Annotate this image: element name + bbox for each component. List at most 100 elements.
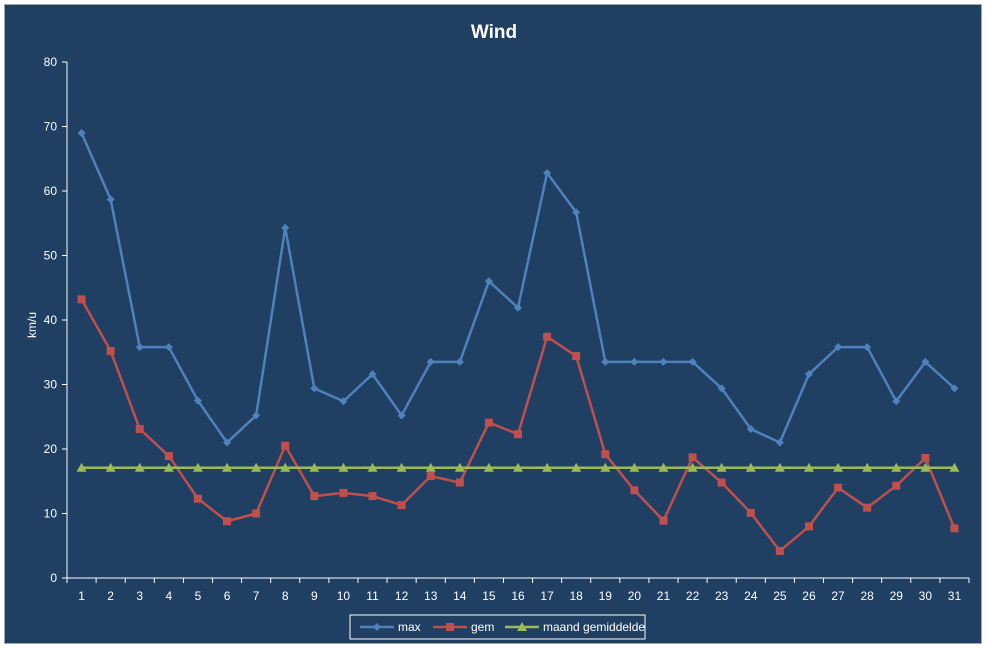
data-point: [426, 357, 435, 366]
data-point: [746, 425, 755, 434]
x-tick-label: 6: [224, 589, 231, 603]
data-point: [281, 441, 290, 450]
x-tick-label: 3: [136, 589, 143, 603]
data-point: [310, 492, 319, 501]
y-tick-label: 20: [44, 442, 58, 456]
data-point: [920, 462, 931, 472]
data-point: [775, 438, 784, 447]
data-point: [601, 450, 610, 459]
data-point: [222, 462, 233, 472]
data-point: [863, 343, 872, 352]
data-point: [600, 462, 611, 472]
data-point: [135, 343, 144, 352]
legend-entry-1: gem: [433, 620, 494, 634]
data-point: [223, 517, 232, 526]
y-tick-label: 50: [44, 249, 58, 263]
data-point: [134, 462, 145, 472]
series-line: [80, 132, 956, 444]
data-point: [252, 411, 261, 420]
x-tick-label: 24: [744, 589, 758, 603]
data-point: [77, 128, 86, 137]
data-point: [339, 488, 348, 497]
x-tick-label: 21: [657, 589, 671, 603]
data-point: [572, 352, 581, 361]
data-point: [862, 462, 873, 472]
x-tick-label: 22: [686, 589, 700, 603]
data-point: [426, 472, 435, 481]
chart-title: Wind: [471, 22, 517, 43]
data-point: [77, 295, 86, 304]
data-point: [803, 462, 814, 472]
x-tick-label: 8: [282, 589, 289, 603]
data-point: [950, 384, 959, 393]
legend-entry-0: max: [360, 620, 421, 634]
data-point: [163, 462, 174, 472]
data-point: [514, 430, 522, 439]
x-tick-label: 23: [715, 589, 729, 603]
x-tick-label: 16: [511, 589, 525, 603]
legend-label: maand gemiddelde: [543, 620, 645, 634]
data-point: [397, 411, 406, 420]
data-point: [252, 509, 261, 518]
x-tick-label: 28: [860, 589, 874, 603]
data-point: [484, 277, 493, 286]
data-point: [192, 462, 203, 472]
x-tick-label: 14: [453, 589, 467, 603]
data-point: [339, 397, 348, 406]
x-tick-label: 1: [78, 589, 85, 603]
x-tick-label: 12: [395, 589, 409, 603]
data-point: [863, 503, 872, 512]
data-point: [833, 462, 844, 472]
series-layer: [76, 128, 960, 555]
legend-swatch-marker: [373, 623, 381, 631]
data-point: [630, 486, 639, 495]
x-tick-label: 11: [366, 589, 379, 603]
data-point: [629, 462, 640, 472]
data-point: [892, 481, 901, 490]
data-point: [76, 462, 87, 472]
data-point: [368, 370, 377, 379]
data-point: [687, 462, 698, 472]
legend-entry-2: maand gemiddelde: [505, 620, 645, 634]
data-point: [892, 397, 901, 406]
data-point: [310, 384, 319, 393]
y-axis-label: km/u: [25, 312, 39, 338]
data-point: [774, 462, 785, 472]
y-tick-label: 10: [44, 507, 58, 521]
y-tick-label: 70: [44, 120, 58, 134]
data-point: [193, 494, 202, 503]
data-point: [309, 462, 320, 472]
data-point: [164, 343, 173, 352]
data-point: [950, 524, 959, 533]
data-point: [455, 357, 464, 366]
data-point: [543, 332, 552, 341]
x-tick-label: 7: [253, 589, 260, 603]
data-point: [775, 546, 784, 555]
data-point: [251, 462, 262, 472]
data-point: [717, 478, 726, 487]
y-tick-label: 30: [44, 378, 58, 392]
data-point: [280, 462, 291, 472]
data-point: [425, 462, 436, 472]
x-tick-label: 30: [919, 589, 933, 603]
data-point: [572, 208, 581, 217]
x-tick-label: 5: [195, 589, 202, 603]
legend: max gem maand gemiddelde: [349, 614, 646, 640]
data-point: [571, 462, 582, 472]
x-tick-label: 29: [890, 589, 904, 603]
data-point: [455, 478, 464, 487]
x-tick-label: 31: [948, 589, 962, 603]
y-tick-label: 80: [44, 55, 58, 69]
data-point: [688, 357, 697, 366]
y-tick-label: 0: [50, 571, 57, 585]
x-tick-label: 13: [424, 589, 438, 603]
series-line: [80, 298, 956, 553]
legend-label: max: [398, 620, 421, 634]
data-point: [367, 462, 378, 472]
x-tick-label: 2: [107, 589, 114, 603]
chart-frame: Wind km/u 0 10 20 30 40 50 60 70 80 1 2 3 4 5 6 7 8 9 10 11…: [4, 4, 982, 644]
data-point: [834, 343, 843, 352]
data-point: [484, 418, 493, 427]
data-point: [483, 462, 494, 472]
